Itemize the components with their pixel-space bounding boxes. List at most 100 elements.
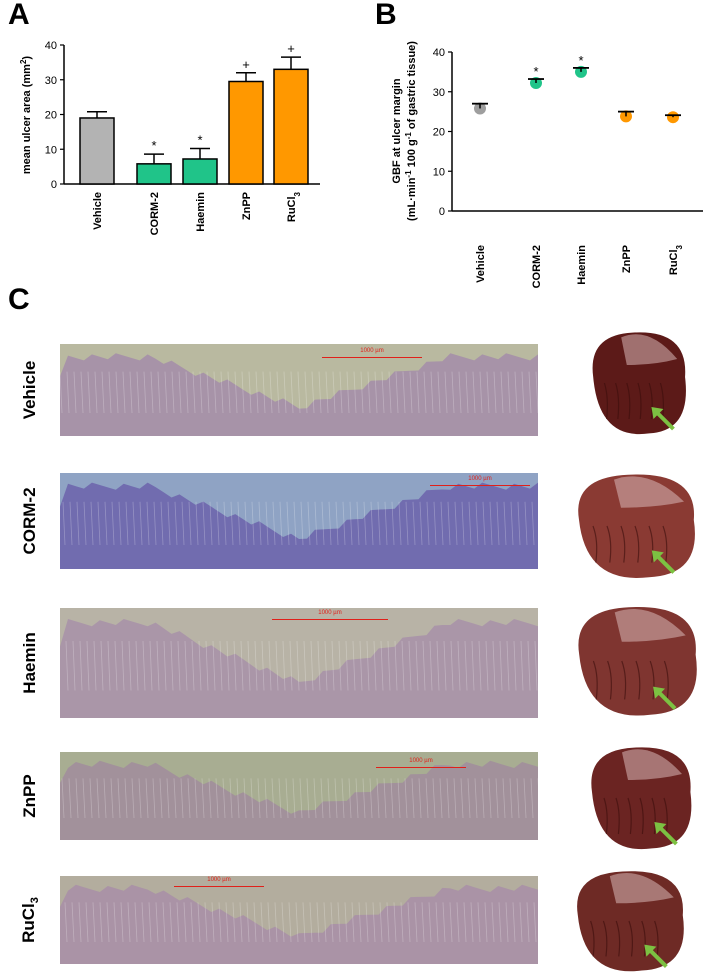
crypt-line [80, 371, 84, 414]
crypt-line [405, 501, 409, 546]
mucosal-fold [654, 920, 659, 957]
row-label-text: Vehicle [20, 360, 39, 420]
row-label-veh: Vehicle [20, 361, 40, 420]
crypt-line [470, 902, 474, 943]
crypt-line [351, 902, 355, 943]
crypt-line [456, 902, 460, 943]
crypt-line [324, 640, 328, 691]
crypt-line [414, 902, 418, 943]
crypt-line [472, 371, 476, 414]
crypt-line [152, 778, 156, 819]
crypt-line [60, 371, 63, 414]
crypt-line [415, 640, 419, 691]
crypt-line [457, 640, 461, 691]
crypt-line [521, 371, 525, 414]
crypt-line [174, 501, 178, 546]
crypt-line [138, 778, 142, 819]
crypt-line [303, 640, 307, 691]
stomach-forestomach [609, 873, 674, 904]
crypt-line [384, 501, 388, 546]
crypt-line [325, 371, 329, 414]
crypt-line [502, 778, 506, 819]
crypt-line [365, 902, 369, 943]
crypt-line [125, 501, 129, 546]
crypt-line [498, 902, 502, 943]
crypt-line [450, 640, 454, 691]
mucosal-fold [603, 382, 608, 420]
crypt-line [96, 778, 100, 819]
crypt-line [247, 640, 251, 691]
stomach-forestomach [622, 749, 682, 780]
scale-bar [376, 767, 466, 768]
crypt-line [341, 778, 345, 819]
crypt-line [377, 501, 381, 546]
crypt-line [289, 640, 293, 691]
crypt-line [222, 778, 226, 819]
crypt-line [408, 640, 412, 691]
crypt-line [267, 902, 271, 943]
mucosal-fold [615, 797, 620, 835]
crypt-line [321, 501, 325, 546]
crypt-line [213, 371, 217, 414]
histology-image-corm [60, 473, 538, 569]
crypt-line [281, 902, 285, 943]
crypt-line [64, 902, 68, 943]
crypt-line [239, 902, 243, 943]
crypt-line [248, 371, 252, 414]
row-label-text: CORM-2 [20, 487, 39, 555]
arrow-shaft [656, 824, 678, 846]
crypt-line [275, 640, 279, 691]
crypt-line [146, 501, 150, 546]
crypt-line [373, 640, 377, 691]
crypt-line [183, 902, 187, 943]
chart-a-ulcer-area: 0 10 20 30 40 mean ulcer area (mm2) Vehicle * CO… [19, 40, 320, 235]
crypt-line [211, 902, 215, 943]
crypt-line [309, 902, 313, 943]
category-label: Haemin [576, 245, 588, 285]
row-label-hae: Haemin [20, 632, 40, 693]
y-tick-label: 10 [433, 166, 445, 178]
stomach-photo-hae [578, 606, 697, 716]
scale-bar [322, 357, 422, 358]
crypt-line [265, 501, 269, 546]
crypt-line [113, 902, 117, 943]
crypt-line [205, 640, 209, 691]
crypt-line [136, 371, 140, 414]
crypt-line [110, 778, 114, 819]
crypt-line [75, 778, 79, 819]
histology-tissue [60, 353, 538, 436]
crypt-line [202, 501, 206, 546]
crypt-line [215, 778, 219, 819]
crypt-line [121, 640, 125, 691]
crypt-line [437, 371, 441, 414]
crypt-line [418, 778, 422, 819]
crypt-line [155, 902, 159, 943]
crypt-line [286, 501, 290, 546]
crypt-line [204, 902, 208, 943]
crypt-line [344, 902, 348, 943]
crypt-line [488, 778, 492, 819]
crypt-line [425, 778, 429, 819]
crypt-line [468, 501, 472, 546]
y-tick-label: 40 [433, 47, 445, 59]
crypt-line [65, 640, 69, 691]
crypt-line [533, 902, 537, 943]
crypt-line [290, 371, 294, 414]
tissue-section [60, 482, 538, 569]
crypt-line [243, 778, 247, 819]
crypt-line [426, 501, 430, 546]
crypt-line [346, 371, 350, 414]
crypt-line [250, 778, 254, 819]
crypt-line [482, 501, 486, 546]
crypt-line [208, 778, 212, 819]
crypt-line [86, 640, 90, 691]
crypt-line [520, 640, 524, 691]
arrow-shaft [654, 552, 676, 574]
crypt-line [449, 902, 453, 943]
row-label-corm: CORM-2 [20, 487, 40, 554]
crypt-line [227, 371, 231, 414]
crypt-line [359, 640, 363, 691]
crypt-line [166, 778, 170, 819]
crypt-line [71, 902, 75, 943]
crypt-line [330, 902, 334, 943]
